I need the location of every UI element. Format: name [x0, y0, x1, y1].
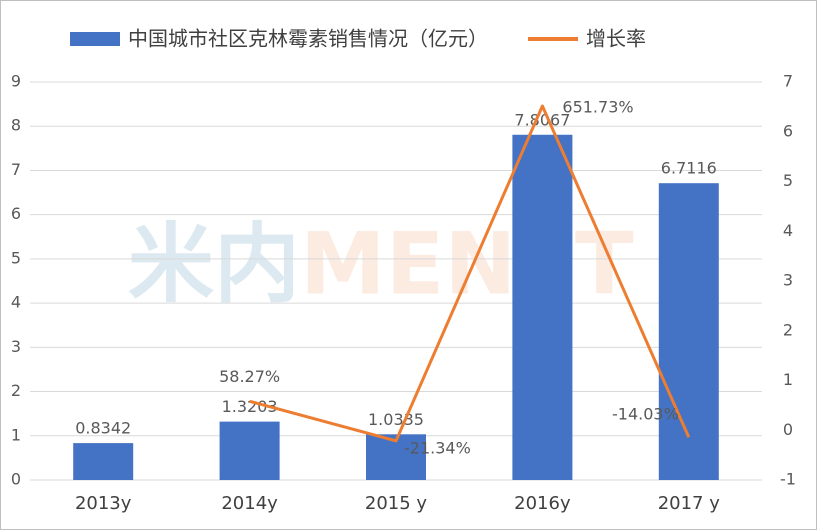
growth-line: [249, 104, 691, 443]
y2-tick-label: 1: [783, 370, 793, 389]
y2-tick-label: 5: [783, 171, 793, 190]
bar-value-label: 7.8067: [514, 110, 570, 129]
bar-value-label: 6.7116: [661, 159, 717, 178]
bar-value-label: 0.8342: [75, 419, 131, 438]
bar: [219, 421, 280, 480]
y-tick-label: 5: [11, 248, 21, 267]
legend-label: 增长率: [586, 27, 646, 51]
y2-tick-label: 6: [783, 121, 793, 140]
y2-tick-label: 7: [783, 72, 793, 91]
legend-label: 中国城市社区克林霉素销售情况（亿元）: [128, 27, 488, 51]
line-value-label: -14.03%: [612, 405, 679, 424]
watermark: 米内: [128, 214, 300, 314]
x-tick-label: 2016y: [514, 493, 571, 514]
y-tick-label: 9: [11, 72, 21, 91]
y-tick-label: 7: [11, 160, 21, 179]
y2-tick-label: -1: [780, 470, 796, 489]
bar-value-label: 1.3203: [222, 397, 278, 416]
bar: [512, 134, 573, 480]
y-tick-label: 4: [11, 293, 21, 312]
y-tick-label: 0: [11, 470, 21, 489]
x-tick-label: 2017 y: [658, 493, 721, 514]
y2-tick-label: 3: [783, 271, 793, 290]
x-tick-label: 2013y: [75, 493, 132, 514]
y-tick-label: 1: [11, 425, 21, 444]
line-value-label: 651.73%: [562, 98, 633, 117]
legend-swatch: [70, 32, 120, 46]
y-tick-label: 6: [11, 204, 21, 223]
y2-tick-label: 2: [783, 320, 793, 339]
watermark: MENET: [300, 214, 634, 314]
line-value-label: -21.34%: [404, 438, 471, 457]
y-tick-label: 8: [11, 116, 21, 135]
x-tick-label: 2015 y: [365, 493, 428, 514]
y2-tick-label: 0: [783, 420, 793, 439]
y2-tick-label: 4: [783, 221, 793, 240]
bar: [658, 183, 719, 481]
x-tick-label: 2014y: [221, 493, 278, 514]
y-tick-label: 3: [11, 337, 21, 356]
y-tick-label: 2: [11, 381, 21, 400]
line-value-label: 58.27%: [219, 367, 280, 386]
bar: [73, 443, 134, 480]
bar-value-label: 1.0335: [368, 410, 424, 429]
